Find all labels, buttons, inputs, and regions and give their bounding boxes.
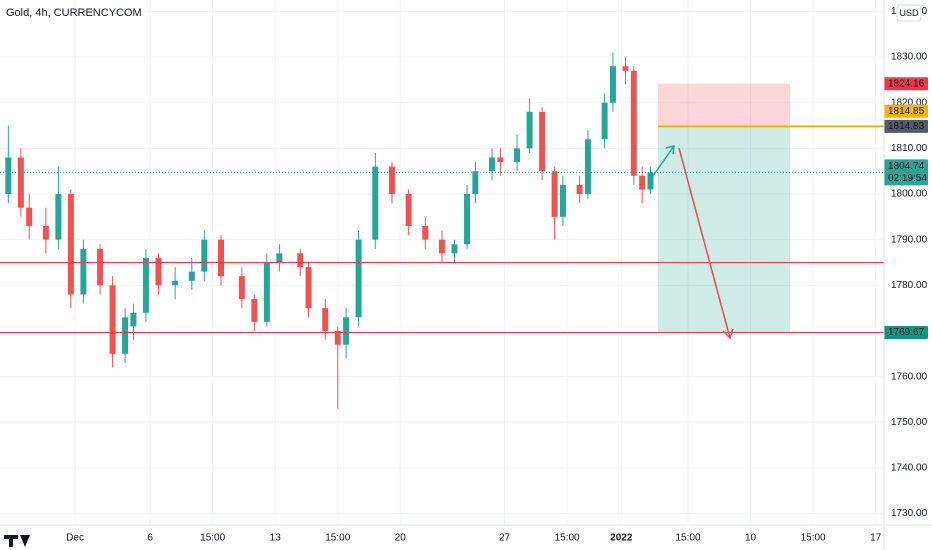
- x-tick-label: Dec: [66, 533, 84, 544]
- candle-body: [472, 171, 479, 195]
- logo: [4, 535, 30, 547]
- price-tag-label: 1804.74: [888, 161, 925, 172]
- y-tick-label: 1790.00: [891, 234, 928, 245]
- y-tick-label: 1780.00: [891, 280, 928, 291]
- candle-body: [422, 225, 429, 240]
- y-tick-label: 1830.00: [891, 52, 928, 63]
- price-tag-label: 1769.67: [888, 327, 925, 338]
- candle-body: [355, 239, 362, 318]
- candle-body: [155, 257, 162, 286]
- candle-body: [122, 317, 129, 354]
- candle-body: [42, 225, 49, 240]
- candle-body: [601, 102, 608, 140]
- candle-body: [405, 194, 412, 226]
- candle-body: [297, 253, 304, 268]
- price-tag: [884, 104, 928, 118]
- arrow-down: [678, 147, 734, 340]
- price-tag-label: 1814.83: [888, 121, 925, 132]
- candle-body: [67, 194, 74, 295]
- candle-body: [334, 330, 341, 345]
- candle-body: [188, 271, 195, 281]
- candle-body: [451, 244, 458, 254]
- candle-body: [142, 257, 149, 313]
- currency-label: USD: [899, 8, 919, 18]
- price-tag-label: 1824.16: [888, 78, 925, 89]
- x-tick-label: 15:00: [200, 533, 225, 544]
- x-tick-label: 13: [270, 533, 282, 544]
- candle-body: [130, 312, 137, 327]
- candle-body: [172, 280, 179, 286]
- candle-body: [343, 317, 350, 345]
- candle-body: [609, 66, 616, 103]
- candle-body: [439, 239, 445, 254]
- y-tick-label: 1800.00: [891, 189, 928, 200]
- candle-body: [251, 299, 258, 322]
- x-tick-label: 17: [870, 533, 882, 544]
- x-tick-label: 15:00: [676, 533, 701, 544]
- candle-body: [201, 239, 208, 272]
- price-tag: [884, 77, 928, 91]
- x-tick-label: 27: [499, 533, 511, 544]
- candle-body: [26, 207, 33, 226]
- candle-body: [218, 239, 224, 277]
- countdown-label: 02:19:54: [888, 173, 927, 184]
- x-tick-label: 10: [745, 533, 757, 544]
- candle-body: [514, 148, 521, 163]
- price-tag: [884, 119, 928, 133]
- candle-body: [497, 157, 504, 163]
- candle-body: [322, 308, 329, 331]
- candle-body: [630, 70, 637, 176]
- candle-body: [372, 166, 379, 240]
- x-tick-label: 15:00: [325, 533, 350, 544]
- x-tick-label: 6: [147, 533, 153, 544]
- y-tick-label: 1730.00: [891, 508, 928, 519]
- target-zone: [658, 126, 790, 333]
- candle-body: [526, 111, 533, 149]
- y-tick-label: 1810.00: [891, 143, 928, 154]
- y-tick-label: 1820.00: [891, 97, 928, 108]
- candle-body: [388, 166, 395, 195]
- candle-body: [639, 175, 646, 190]
- arrow-up: [652, 145, 675, 177]
- x-tick-label: 2022: [610, 533, 633, 544]
- price-tag: [884, 325, 928, 339]
- stop-zone: [658, 83, 790, 127]
- candle-body: [489, 157, 496, 172]
- candle-body: [5, 157, 12, 195]
- candle-body: [576, 184, 583, 195]
- candle-body: [559, 184, 566, 217]
- candle-body: [647, 172, 654, 190]
- candle-body: [55, 194, 62, 240]
- y-tick-label: 1750.00: [891, 417, 928, 428]
- candle-body: [305, 267, 312, 309]
- candle-body: [276, 253, 283, 263]
- candle-body: [551, 171, 558, 217]
- currency-button[interactable]: [896, 4, 922, 22]
- x-tick-label: 15:00: [801, 533, 826, 544]
- x-tick-label: 15:00: [555, 533, 580, 544]
- chart-title: Gold, 4h, CURRENCYCOM: [6, 7, 142, 19]
- price-tag-label: 1814.85: [888, 106, 925, 117]
- candle-body: [263, 262, 270, 322]
- candle-body: [109, 285, 116, 354]
- price-tag: [884, 159, 928, 186]
- candle-body: [622, 66, 629, 71]
- candle-body: [80, 248, 87, 295]
- y-tick-label: 1760.00: [891, 371, 928, 382]
- candle-body: [238, 276, 245, 300]
- y-tick-label: 1740.00: [891, 463, 928, 474]
- candle-body: [539, 111, 546, 172]
- candle-body: [584, 139, 591, 195]
- x-tick-label: 20: [395, 533, 407, 544]
- candle-body: [464, 194, 471, 245]
- candle-body: [97, 248, 104, 286]
- candle-body: [17, 157, 24, 208]
